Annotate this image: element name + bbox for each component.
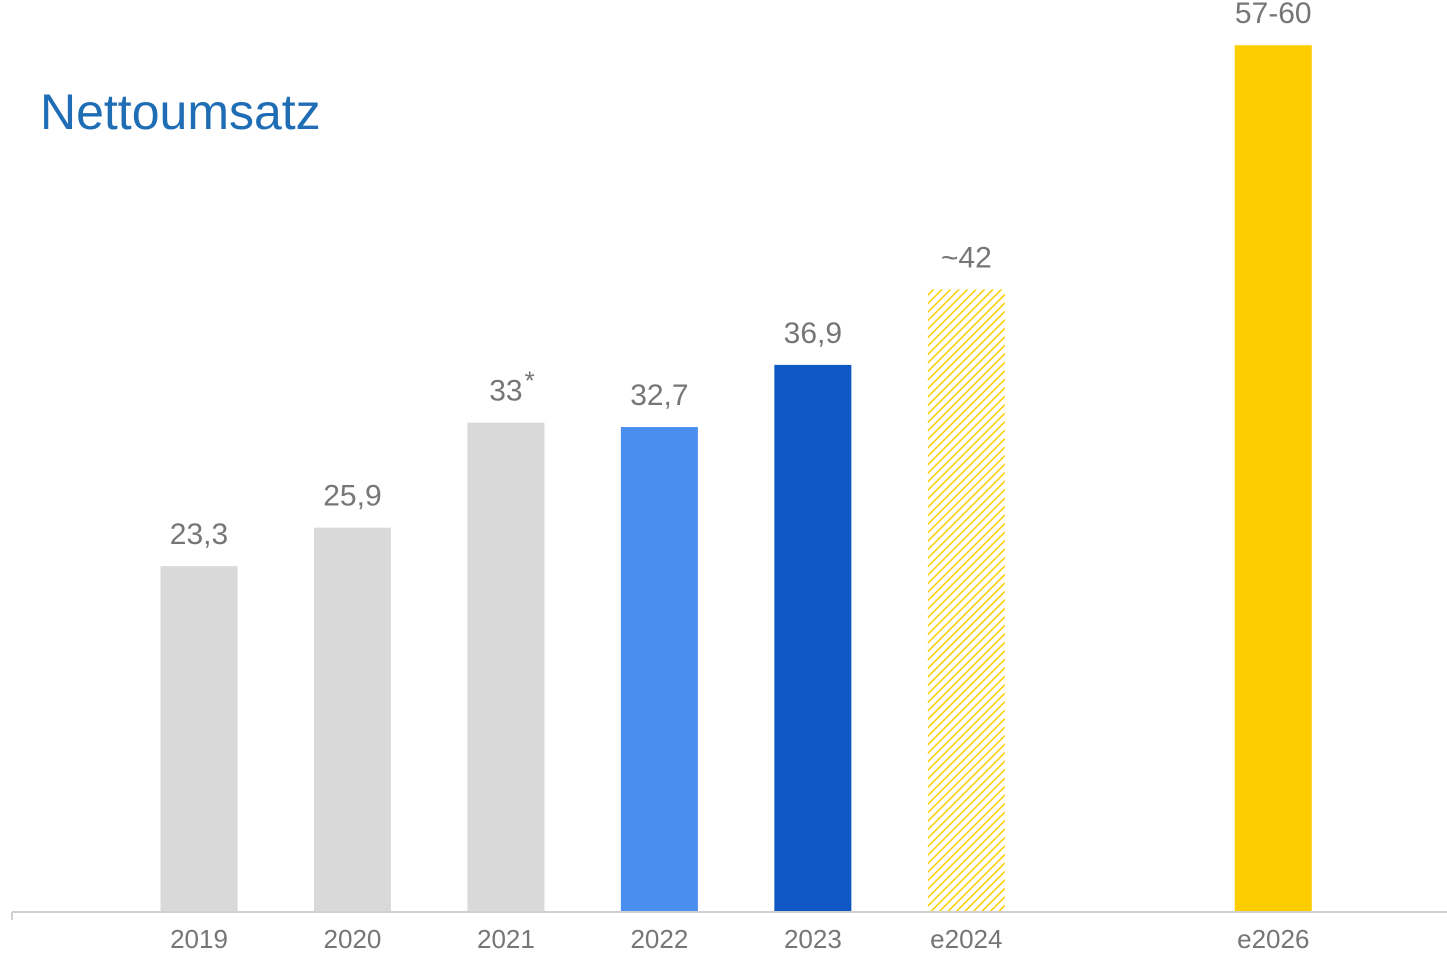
value-label: 32,7 [630,379,688,412]
bar [1234,45,1312,911]
x-tick-label: e2024 [930,924,1002,954]
value-label: 25,9 [323,480,381,513]
x-tick-label: 2023 [784,924,842,954]
x-tick-label: 2022 [630,924,688,954]
value-label: 33 [489,375,522,408]
bar [467,422,545,911]
value-label: 23,3 [170,518,228,551]
value-label: 57-60 [1235,0,1312,30]
value-label: ~42 [941,241,992,274]
bar [620,427,698,911]
x-tick-label: 2021 [477,924,535,954]
value-label: 36,9 [784,317,842,350]
x-tick-label: 2020 [324,924,382,954]
annotation: * [525,365,535,395]
bar [160,566,238,911]
x-tick-label: e2026 [1237,924,1309,954]
bar [927,289,1005,911]
chart-title: Nettoumsatz [40,84,321,140]
x-tick-label: 2019 [170,924,228,954]
bar [313,527,391,911]
bar [774,364,852,911]
